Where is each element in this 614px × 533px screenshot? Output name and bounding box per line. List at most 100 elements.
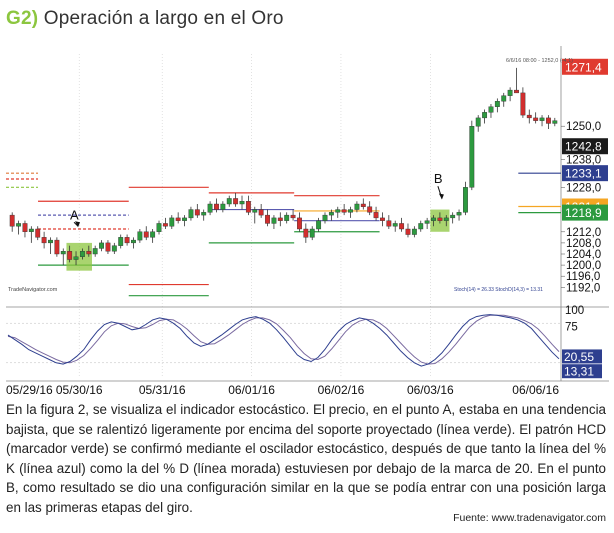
candle-body <box>341 209 347 213</box>
figure-source: Fuente: www.tradenavigator.com <box>453 512 606 524</box>
osc-badge-label: 20,55 <box>564 350 594 364</box>
candle-body <box>533 117 539 121</box>
y-tick-label: 1192,0 <box>566 282 600 294</box>
candle-body <box>41 237 47 244</box>
figure-caption: En la figura 2, se visualiza el indicado… <box>6 402 606 515</box>
figure-title: Operación a largo en el Oro <box>43 8 284 29</box>
candle-body <box>475 117 481 127</box>
y-tick-label: 1228,0 <box>566 182 601 194</box>
osc-badge <box>562 349 602 364</box>
candle-body <box>92 248 98 255</box>
x-tick-label: 05/29/16 <box>6 383 53 396</box>
y-tick-label: 1238,0 <box>566 155 601 167</box>
candlestick-chart: AB 1250,01238,01228,01212,01208,01204,01… <box>6 46 609 397</box>
candle-body <box>488 106 494 113</box>
y-tick-label: 1204,0 <box>566 249 601 261</box>
candle-body <box>265 214 270 224</box>
candle-body <box>552 120 558 124</box>
y-tick-label: 1208,0 <box>566 238 601 250</box>
candle-body <box>392 223 398 227</box>
price-badge <box>562 165 608 182</box>
candle-body <box>239 201 245 205</box>
candle-body <box>226 198 232 205</box>
candle-body <box>245 201 251 213</box>
x-tick-label: 06/06/16 <box>512 383 559 396</box>
annotation-arrowhead <box>438 193 444 200</box>
candle-body <box>194 209 200 216</box>
candle-body <box>437 217 443 221</box>
candle-body <box>290 214 296 219</box>
y-tick-label: 1250,0 <box>566 121 601 133</box>
candle-body <box>399 223 405 230</box>
x-tick-label: 06/02/16 <box>318 383 365 396</box>
candle-body <box>456 212 462 216</box>
candle-body <box>469 126 475 188</box>
candle-body <box>60 251 66 255</box>
candle-body <box>297 217 302 230</box>
candle-body <box>35 228 41 238</box>
price-badge <box>562 58 608 75</box>
candle-body <box>22 223 28 232</box>
x-tick-label: 05/30/16 <box>56 383 103 396</box>
stoch-k-line <box>7 314 560 367</box>
candle-body <box>424 220 430 224</box>
x-tick-label: 06/01/16 <box>228 383 275 396</box>
candle-body <box>367 206 373 213</box>
candle-body <box>48 239 53 244</box>
candle-body <box>335 209 341 213</box>
candle-body <box>386 220 392 227</box>
candle-body <box>494 101 500 107</box>
candle-body <box>501 95 507 102</box>
candle-body <box>175 217 181 221</box>
annotation-arrowhead <box>75 221 81 228</box>
candle-body <box>405 228 411 235</box>
candle-body <box>105 242 111 252</box>
candle-body <box>360 203 366 207</box>
candle-body <box>150 231 156 238</box>
candle-body <box>162 223 168 227</box>
candle-body <box>348 209 353 213</box>
x-tick-label: 06/03/16 <box>407 383 454 396</box>
candle-body <box>54 239 60 255</box>
y-tick-label: 1212,0 <box>566 227 601 239</box>
price-badge-label: 1218,9 <box>565 206 602 220</box>
candle-body <box>188 209 194 219</box>
price-badge <box>562 138 608 155</box>
osc-tick-label: 75 <box>565 322 578 334</box>
stoch-readout: Stoch(14) = 26.33 StochD(14,3) = 13.31 <box>454 287 543 293</box>
candle-body <box>328 212 334 216</box>
candle-body <box>201 212 207 216</box>
subpanel-title: TradeNavigator.com <box>8 287 58 293</box>
candle-body <box>354 203 360 210</box>
candle-body <box>9 214 15 227</box>
annotation-label: B <box>434 171 443 186</box>
candle-body <box>143 231 149 238</box>
candle-body <box>124 237 130 244</box>
osc-tick-label: 100 <box>565 305 584 317</box>
candle-body <box>411 228 417 235</box>
candle-body <box>418 223 424 230</box>
candle-body <box>463 187 468 213</box>
candle-body <box>507 89 513 96</box>
candle-body <box>16 223 22 227</box>
x-tick-label: 05/31/16 <box>139 383 186 396</box>
candle-body <box>545 117 551 124</box>
candle-body <box>118 237 124 246</box>
candle-body <box>156 223 162 232</box>
candle-body <box>284 214 290 221</box>
candle-body <box>73 256 79 260</box>
candle-body <box>86 251 92 255</box>
price-badge-label: 1271,4 <box>565 60 602 74</box>
candle-body <box>131 239 136 244</box>
candle-body <box>316 220 322 230</box>
candle-body <box>450 214 456 219</box>
candle-body <box>373 212 379 219</box>
candle-body <box>233 198 239 205</box>
candle-body <box>67 251 73 260</box>
candle-body <box>137 231 143 241</box>
price-badge-label: 1233,1 <box>565 167 602 181</box>
candle-body <box>526 114 532 119</box>
candle-body <box>443 217 449 221</box>
stoch-d-line <box>7 314 560 365</box>
